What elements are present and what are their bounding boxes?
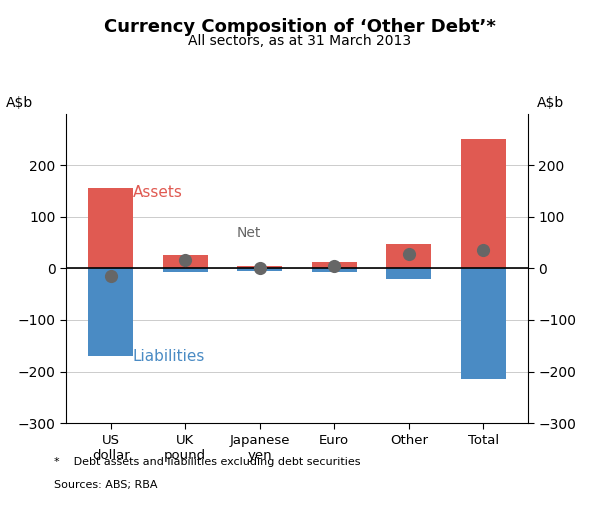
Point xyxy=(478,246,488,254)
Text: Sources: ABS; RBA: Sources: ABS; RBA xyxy=(54,480,157,490)
Bar xyxy=(88,268,133,356)
Point xyxy=(181,255,190,264)
Bar xyxy=(238,266,282,268)
Text: All sectors, as at 31 March 2013: All sectors, as at 31 March 2013 xyxy=(188,34,412,47)
Bar xyxy=(312,262,356,268)
Text: Currency Composition of ‘Other Debt’*: Currency Composition of ‘Other Debt’* xyxy=(104,18,496,36)
Bar xyxy=(312,268,356,272)
Text: Net: Net xyxy=(237,227,262,240)
Bar xyxy=(386,268,431,279)
Text: *    Debt assets and liabilities excluding debt securities: * Debt assets and liabilities excluding … xyxy=(54,457,361,466)
Point xyxy=(255,264,265,272)
Bar xyxy=(238,268,282,271)
Text: Liabilities: Liabilities xyxy=(133,349,205,364)
Bar xyxy=(461,268,506,379)
Bar xyxy=(88,188,133,268)
Bar xyxy=(163,268,208,272)
Text: Assets: Assets xyxy=(133,185,183,200)
Point xyxy=(404,250,413,259)
Bar xyxy=(461,139,506,268)
Bar xyxy=(163,255,208,268)
Text: A$b: A$b xyxy=(6,96,33,110)
Point xyxy=(329,262,339,270)
Text: A$b: A$b xyxy=(537,96,565,110)
Point xyxy=(106,272,116,280)
Bar xyxy=(386,244,431,268)
